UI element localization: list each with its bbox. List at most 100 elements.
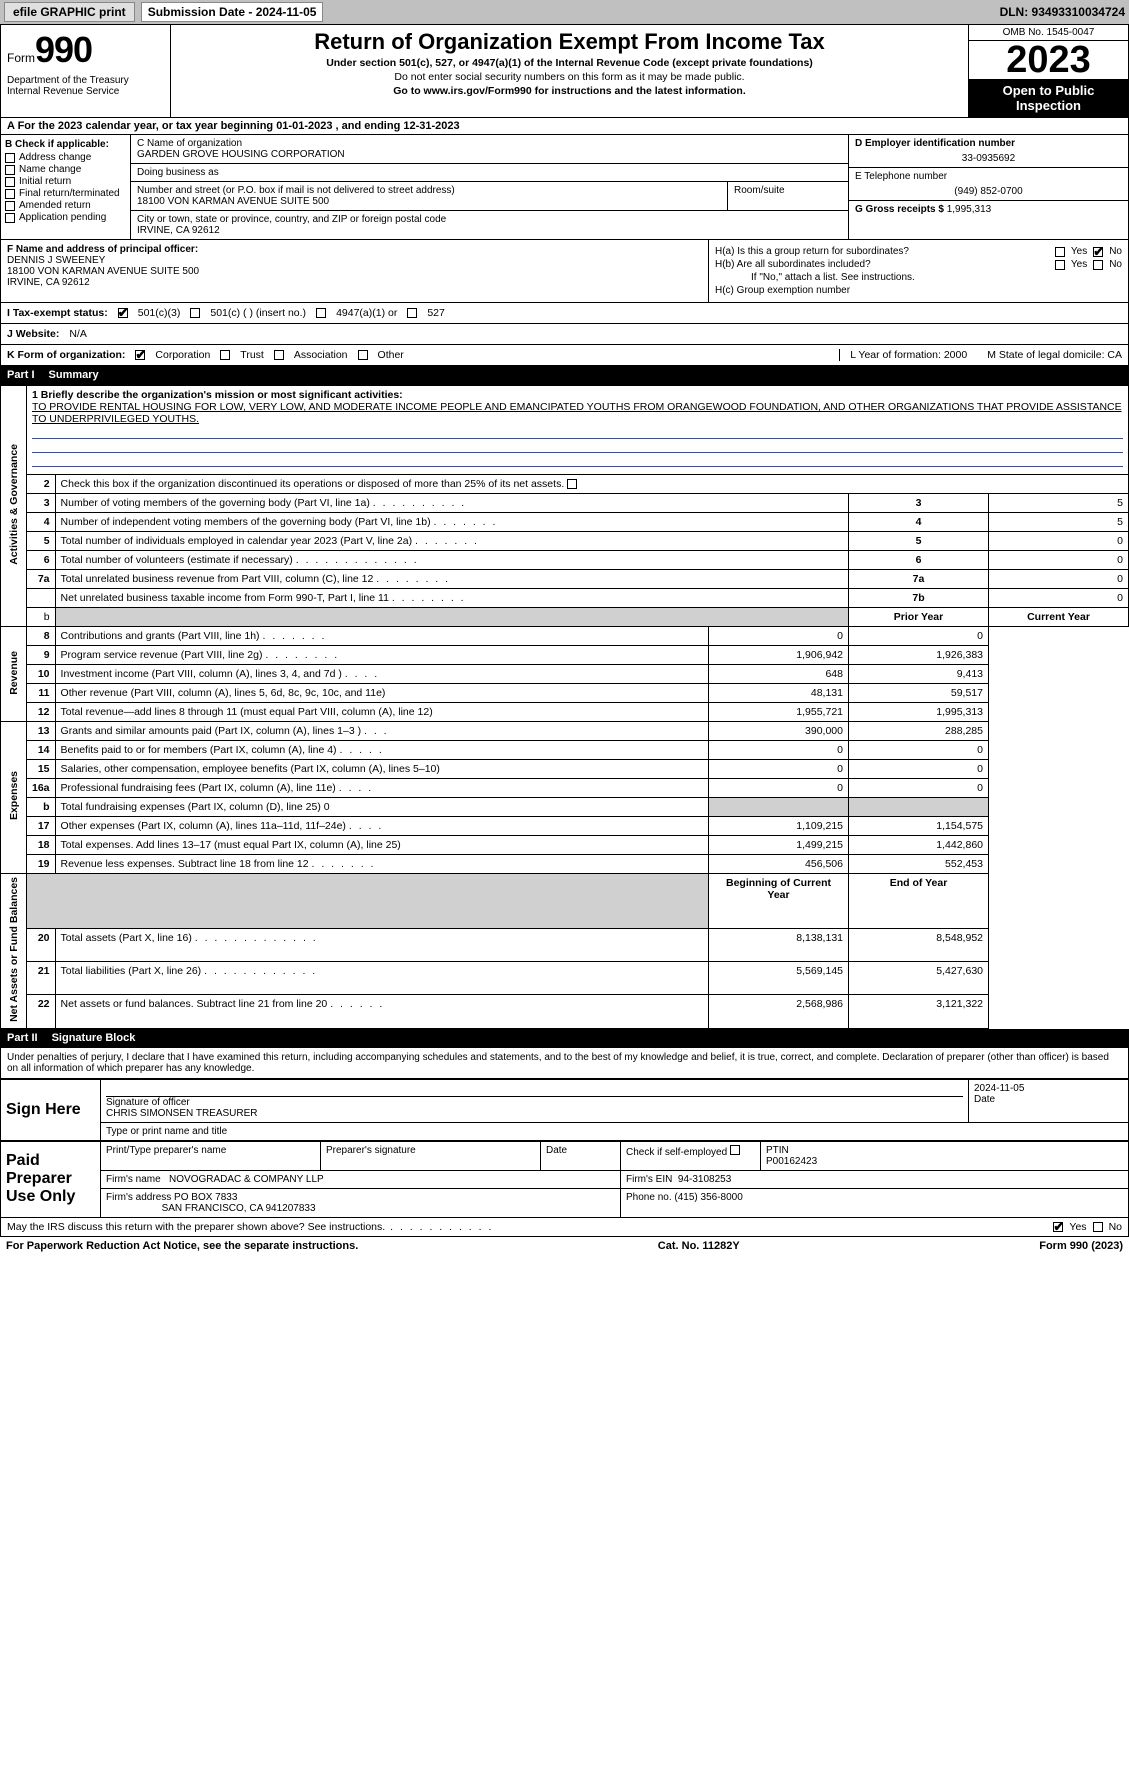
top-toolbar: efile GRAPHIC print Submission Date - 20…: [0, 0, 1129, 25]
assoc-checkbox[interactable]: [274, 350, 284, 360]
firm-addr-label: Firm's address: [106, 1192, 171, 1203]
website-row: J Website: N/A: [0, 324, 1129, 345]
exp-row: 16aProfessional fundraising fees (Part I…: [1, 779, 1129, 798]
no-ssn-note: Do not enter social security numbers on …: [179, 71, 960, 83]
trust-checkbox[interactable]: [220, 350, 230, 360]
city-value: IRVINE, CA 92612: [137, 225, 842, 236]
org-name-label: C Name of organization: [137, 138, 842, 149]
box-b: B Check if applicable: Address change Na…: [1, 135, 131, 239]
addr-label: Number and street (or P.O. box if mail i…: [137, 185, 721, 196]
side-netassets: Net Assets or Fund Balances: [8, 877, 20, 1022]
gross-label: G Gross receipts $: [855, 204, 944, 215]
501c3-checkbox[interactable]: [118, 308, 128, 318]
cat-no: Cat. No. 11282Y: [658, 1240, 740, 1252]
part2-header: Part II Signature Block: [0, 1029, 1129, 1048]
discuss-yes-checkbox[interactable]: [1053, 1222, 1063, 1232]
527-checkbox[interactable]: [407, 308, 417, 318]
sig-officer-label: Signature of officer: [106, 1097, 963, 1108]
gov-row: 3Number of voting members of the governi…: [1, 494, 1129, 513]
officer-printed-name: CHRIS SIMONSEN TREASURER: [106, 1108, 963, 1119]
line2-text: Check this box if the organization disco…: [61, 478, 565, 490]
amended-return-checkbox[interactable]: [5, 201, 15, 211]
firm-ein-label: Firm's EIN: [626, 1174, 672, 1185]
efile-print-button[interactable]: efile GRAPHIC print: [4, 2, 135, 22]
phone-value: (949) 852-0700: [855, 186, 1122, 197]
4947-checkbox[interactable]: [316, 308, 326, 318]
exp-row: 17Other expenses (Part IX, column (A), l…: [1, 817, 1129, 836]
taxexempt-label: I Tax-exempt status:: [7, 307, 108, 319]
sig-date-label: Date: [974, 1094, 1123, 1105]
line2-checkbox[interactable]: [567, 479, 577, 489]
addr-change-checkbox[interactable]: [5, 153, 15, 163]
year-formation: L Year of formation: 2000: [850, 349, 967, 361]
side-revenue: Revenue: [8, 651, 20, 695]
dept-label: Department of the Treasury: [7, 75, 164, 86]
gov-row: 6Total number of volunteers (estimate if…: [1, 551, 1129, 570]
officer-addr2: IRVINE, CA 92612: [7, 277, 702, 288]
firm-addr2: SAN FRANCISCO, CA 941207833: [162, 1203, 316, 1214]
gov-row: Net unrelated business taxable income fr…: [1, 589, 1129, 608]
final-return-checkbox[interactable]: [5, 189, 15, 199]
ha-yes-checkbox[interactable]: [1055, 247, 1065, 257]
irs-label: Internal Revenue Service: [7, 86, 164, 97]
mission-label: 1 Briefly describe the organization's mi…: [32, 389, 1123, 401]
rev-row: 12Total revenue—add lines 8 through 11 (…: [1, 703, 1129, 722]
side-governance: Activities & Governance: [8, 444, 20, 565]
firm-addr1: PO BOX 7833: [174, 1192, 237, 1203]
firm-phone: (415) 356-8000: [674, 1192, 742, 1203]
exp-row: bTotal fundraising expenses (Part IX, co…: [1, 798, 1129, 817]
other-checkbox[interactable]: [358, 350, 368, 360]
self-employed-checkbox[interactable]: [730, 1145, 740, 1155]
addr-value: 18100 VON KARMAN AVENUE SUITE 500: [137, 196, 721, 207]
title-box: Return of Organization Exempt From Incom…: [171, 25, 968, 117]
501c-checkbox[interactable]: [190, 308, 200, 318]
part1-header: Part I Summary: [0, 366, 1129, 385]
exp-row: 19Revenue less expenses. Subtract line 1…: [1, 855, 1129, 874]
form-footer: Form 990 (2023): [1039, 1240, 1123, 1252]
part1-title: Summary: [49, 369, 99, 381]
gov-row: 7aTotal unrelated business revenue from …: [1, 570, 1129, 589]
main-info-block: B Check if applicable: Address change Na…: [0, 135, 1129, 240]
app-pending-checkbox[interactable]: [5, 213, 15, 223]
ptin-value: P00162423: [766, 1156, 1123, 1167]
formorg-label: K Form of organization:: [7, 349, 125, 361]
net-row: 20Total assets (Part X, line 16) . . . .…: [1, 928, 1129, 961]
goto-link[interactable]: Go to www.irs.gov/Form990 for instructio…: [393, 85, 746, 97]
ha-no-checkbox[interactable]: [1093, 247, 1103, 257]
summary-table: Activities & Governance 1 Briefly descri…: [0, 385, 1129, 1029]
paperwork-notice: For Paperwork Reduction Act Notice, see …: [6, 1240, 358, 1252]
net-row: 22Net assets or fund balances. Subtract …: [1, 995, 1129, 1028]
prep-sig-label: Preparer's signature: [321, 1141, 541, 1170]
rev-row: 10Investment income (Part VIII, column (…: [1, 665, 1129, 684]
paid-preparer-table: Paid Preparer Use Only Print/Type prepar…: [0, 1141, 1129, 1218]
type-name-label: Type or print name and title: [101, 1122, 1129, 1140]
room-label: Room/suite: [734, 185, 842, 196]
part1-label: Part I: [7, 369, 35, 381]
ein-value: 33-0935692: [855, 153, 1122, 164]
initial-return-checkbox[interactable]: [5, 177, 15, 187]
bottom-line: For Paperwork Reduction Act Notice, see …: [0, 1237, 1129, 1255]
sign-here-table: Sign Here Signature of officer CHRIS SIM…: [0, 1079, 1129, 1141]
hb-no-checkbox[interactable]: [1093, 260, 1103, 270]
hb-yes-checkbox[interactable]: [1055, 260, 1065, 270]
prep-date-label: Date: [541, 1141, 621, 1170]
sig-intro: Under penalties of perjury, I declare th…: [0, 1048, 1129, 1079]
corp-checkbox[interactable]: [135, 350, 145, 360]
tax-year: 2023: [969, 41, 1128, 79]
dba-label: Doing business as: [137, 167, 842, 178]
firm-phone-label: Phone no.: [626, 1192, 672, 1203]
form-title: Return of Organization Exempt From Incom…: [179, 29, 960, 55]
paid-prep-label: Paid Preparer Use Only: [1, 1141, 101, 1217]
section-a-dates: A For the 2023 calendar year, or tax yea…: [0, 118, 1129, 135]
rev-row: 9Program service revenue (Part VIII, lin…: [1, 646, 1129, 665]
dln-label: DLN: 93493310034724: [1000, 5, 1125, 19]
hb-label: H(b) Are all subordinates included?: [715, 259, 871, 270]
website-label: J Website:: [7, 328, 59, 340]
firm-ein: 94-3108253: [678, 1174, 731, 1185]
box-c: C Name of organization GARDEN GROVE HOUS…: [131, 135, 848, 239]
form-header: Form990 Department of the Treasury Inter…: [0, 25, 1129, 118]
discuss-no-checkbox[interactable]: [1093, 1222, 1103, 1232]
year-box: OMB No. 1545-0047 2023 Open to Public In…: [968, 25, 1128, 117]
name-change-checkbox[interactable]: [5, 165, 15, 175]
city-label: City or town, state or province, country…: [137, 214, 842, 225]
